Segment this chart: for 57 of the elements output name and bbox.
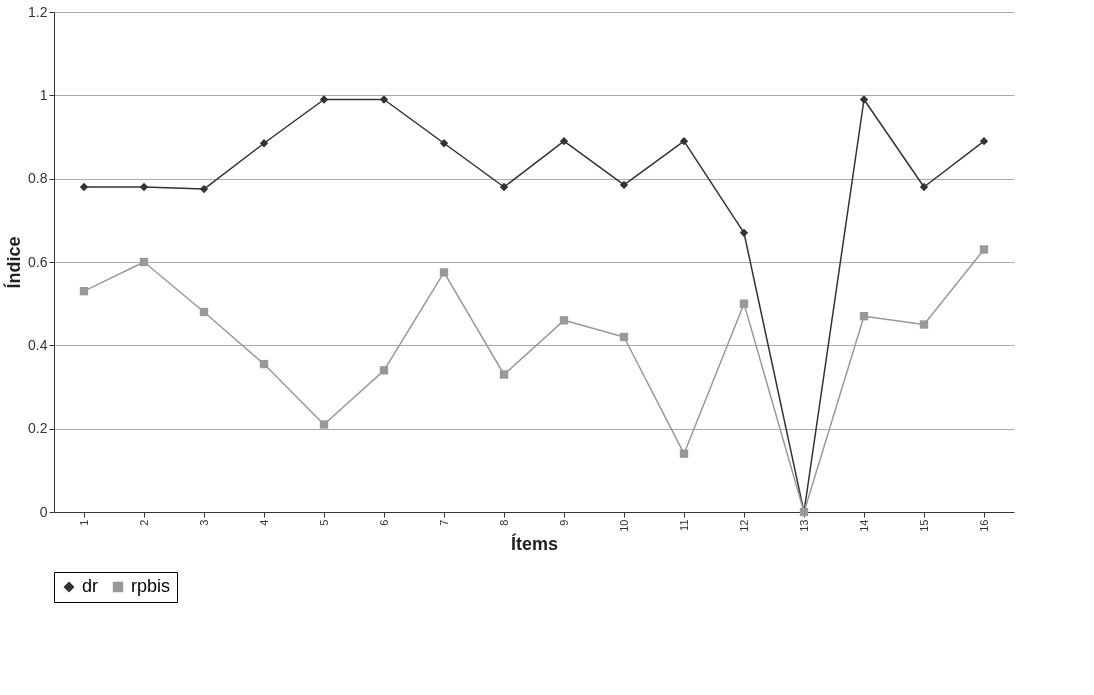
point bbox=[319, 420, 329, 429]
point bbox=[259, 139, 269, 148]
point bbox=[979, 136, 989, 146]
y-tick-label: 0.4 bbox=[28, 336, 48, 353]
x-axis-title: Ítems bbox=[510, 532, 559, 554]
x-tick-label: 10 bbox=[617, 519, 630, 532]
point bbox=[619, 180, 629, 190]
point bbox=[499, 182, 509, 192]
point bbox=[739, 299, 749, 308]
x-tick-label: 15 bbox=[917, 519, 930, 532]
y-tick-label: 1 bbox=[39, 86, 48, 103]
point bbox=[79, 182, 89, 192]
x-tick-label: 1 bbox=[77, 519, 90, 526]
y-tick-label: 0.8 bbox=[28, 170, 48, 187]
point bbox=[559, 136, 569, 146]
x-tick-label: 13 bbox=[797, 519, 810, 532]
point bbox=[139, 257, 149, 267]
y-tick-label: 0 bbox=[39, 503, 48, 520]
x-tick-label: 9 bbox=[557, 519, 570, 526]
point bbox=[859, 311, 869, 321]
x-tick-label: 16 bbox=[977, 519, 990, 532]
point bbox=[499, 370, 509, 379]
y-tick-label: 1.2 bbox=[28, 3, 48, 20]
legend-label: rpbis bbox=[131, 576, 171, 596]
x-tick-label: 4 bbox=[257, 519, 270, 526]
y-tick-label: 0.2 bbox=[28, 420, 48, 437]
point bbox=[739, 228, 749, 238]
point bbox=[259, 359, 269, 369]
point bbox=[379, 95, 389, 104]
point bbox=[379, 366, 389, 375]
point bbox=[619, 332, 629, 342]
y-axis-title: Índice bbox=[3, 236, 25, 289]
x-tick-label: 3 bbox=[197, 519, 210, 526]
x-tick-label: 12 bbox=[737, 519, 750, 532]
point bbox=[679, 449, 689, 458]
x-tick-label: 6 bbox=[377, 519, 390, 526]
point bbox=[859, 95, 869, 104]
x-tick-label: 14 bbox=[857, 519, 870, 532]
point bbox=[439, 139, 449, 148]
x-tick-label: 5 bbox=[317, 519, 330, 526]
x-tick-label: 2 bbox=[137, 519, 150, 526]
point bbox=[199, 184, 209, 194]
point bbox=[919, 182, 929, 192]
legend-label: dr bbox=[82, 576, 99, 596]
point bbox=[79, 286, 89, 296]
x-tick-label: 8 bbox=[497, 519, 510, 526]
point bbox=[139, 182, 149, 192]
point bbox=[319, 95, 329, 104]
point bbox=[919, 320, 929, 329]
x-tick-label: 7 bbox=[437, 519, 450, 526]
point bbox=[199, 307, 209, 317]
y-tick-label: 0.6 bbox=[28, 253, 48, 270]
point bbox=[439, 268, 449, 277]
x-tick-label: 11 bbox=[677, 519, 690, 531]
point bbox=[979, 245, 989, 254]
point bbox=[679, 136, 689, 146]
point bbox=[559, 316, 569, 325]
